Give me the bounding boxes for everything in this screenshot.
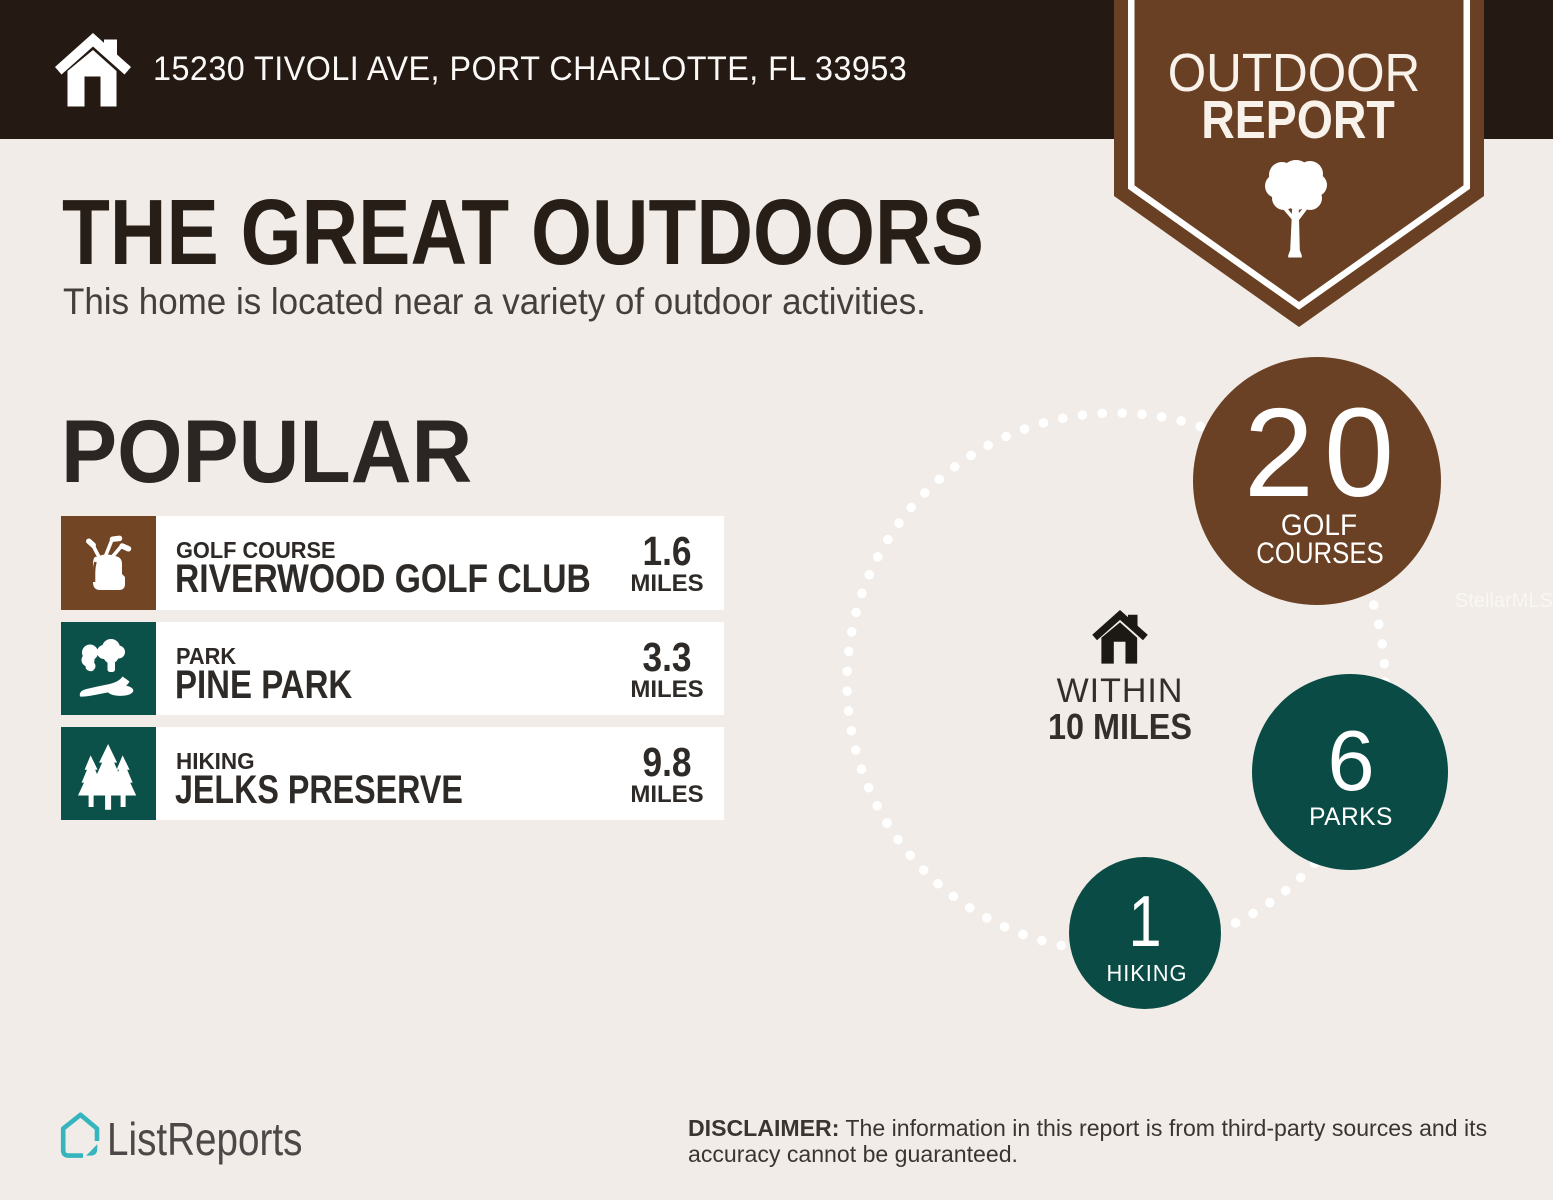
svg-text:OUTDOOR: OUTDOOR <box>1168 43 1421 103</box>
svg-text:REPORT: REPORT <box>1201 90 1395 150</box>
